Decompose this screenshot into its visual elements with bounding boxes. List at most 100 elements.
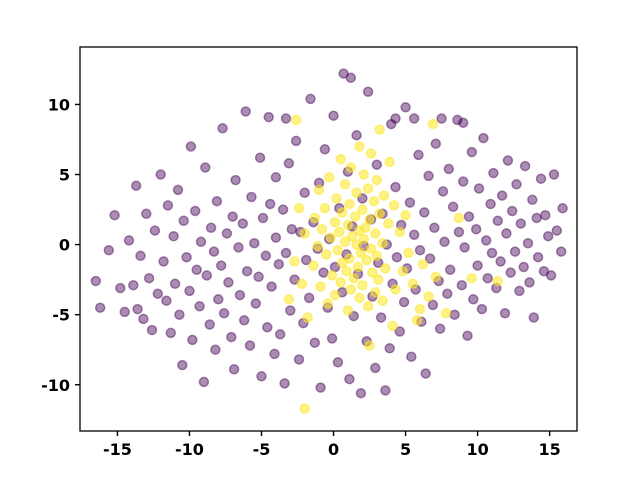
scatter-point [551,225,563,236]
scatter-point [408,113,420,124]
scatter-point [413,149,424,161]
scatter-point [380,385,391,396]
scatter-point [358,169,370,180]
scatter-point [256,371,267,382]
scatter-point [342,219,354,231]
scatter-point [499,308,511,319]
scatter-point [181,251,192,263]
scatter-point [241,265,253,277]
scatter-point [277,204,289,215]
scatter-points-layer [90,68,568,414]
scatter-point [90,275,102,287]
scatter-point [254,152,266,163]
scatter-point [374,124,385,135]
scatter-point [208,246,220,257]
scatter-point [411,315,423,326]
scatter-point [466,272,478,284]
scatter-point [344,198,355,210]
scatter-point [531,212,542,224]
scatter-point [308,260,319,271]
scatter-point [329,289,341,301]
scatter-point [355,247,367,259]
scatter-point [169,278,181,290]
scatter-point [299,403,310,414]
scatter-point [223,277,234,288]
scatter-point [344,373,355,385]
scatter-point [349,211,361,222]
scatter-point [273,258,285,270]
scatter-point [195,236,207,248]
scatter-point [323,172,335,183]
scatter-point [355,387,367,399]
scatter-point [509,246,521,257]
scatter-point [427,118,439,130]
x-tick-label: 10 [466,440,488,459]
scatter-point [357,204,368,215]
scatter-point [162,200,174,211]
x-tick-label: -15 [103,440,132,459]
scatter-point [372,274,384,285]
scatter-point [315,281,326,292]
scatter-point [289,256,300,267]
scatter-point [158,256,169,267]
scatter-point [364,214,375,225]
scatter-point [511,179,522,190]
scatter-point [480,235,492,246]
scatter-point [264,198,276,210]
scatter-point [213,294,224,305]
scatter-point [345,72,357,84]
scatter-point [423,170,434,182]
y-tick-label: -10 [41,376,70,395]
scatter-point [290,114,302,126]
scatter-point [538,265,550,277]
scatter-point [283,294,295,305]
scatter-point [365,243,377,255]
scatter-point [123,235,135,246]
scatter-point [132,303,143,315]
scatter-point [332,357,344,368]
scatter-point [444,264,456,276]
scatter-point [205,222,217,234]
x-tick-label: -10 [175,440,204,459]
scatter-point [348,272,359,284]
scatter-point [555,246,567,257]
scatter-point [141,208,152,220]
scatter-point [253,271,264,283]
scatter-point [296,278,308,290]
scatter-point [303,292,315,304]
scatter-point [312,240,323,252]
scatter-point [452,114,463,126]
plot-frame [79,46,578,432]
scatter-point [215,260,227,271]
y-tick-label: 10 [48,95,70,114]
scatter-point [300,254,312,266]
scatter-point [234,289,246,301]
scatter-point [557,202,568,214]
scatter-point [293,354,305,365]
scatter-point [280,113,292,124]
scatter-point [274,329,286,340]
scatter-point [387,320,398,332]
scatter-point [321,249,332,260]
scatter-point [434,323,446,334]
scatter-point [473,183,485,194]
scatter-point [443,163,455,175]
scatter-point [456,279,468,291]
scatter-point [352,261,364,273]
scatter-point [185,141,197,152]
scatter-point [495,256,506,267]
scatter-point [385,118,397,130]
scatter-point [191,264,202,276]
scatter-point [371,174,383,186]
scatter-point [514,285,525,297]
scatter-point [200,162,211,173]
scatter-point [331,193,342,204]
scatter-point [149,225,161,236]
scatter-point [462,330,473,341]
scatter-point [165,327,177,339]
scatter-point [283,158,295,169]
scatter-point [485,198,496,210]
scatter-point [260,250,272,262]
scatter-point [184,285,195,297]
